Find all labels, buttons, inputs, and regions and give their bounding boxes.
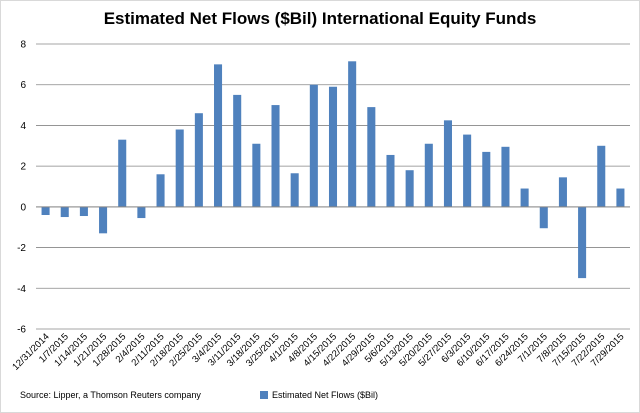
bar bbox=[118, 139, 127, 207]
bar bbox=[328, 86, 338, 207]
bar bbox=[616, 188, 625, 207]
bar bbox=[520, 188, 529, 207]
bar bbox=[463, 134, 472, 207]
y-tick-label: 8 bbox=[20, 40, 26, 51]
x-axis-ticks: 12/31/20141/7/20151/14/20151/21/20151/28… bbox=[10, 331, 626, 372]
y-tick-label: 2 bbox=[20, 162, 26, 173]
chart-title: Estimated Net Flows ($Bil) International… bbox=[104, 9, 537, 28]
y-axis-ticks: -6 -4 -2 0 2 4 6 8 bbox=[17, 40, 26, 336]
bar bbox=[578, 206, 587, 279]
legend: Estimated Net Flows ($Bil) bbox=[260, 390, 378, 400]
y-tick-label: -2 bbox=[17, 243, 26, 254]
bar bbox=[137, 206, 146, 219]
legend-label: Estimated Net Flows ($Bil) bbox=[272, 390, 378, 400]
bar bbox=[558, 177, 567, 207]
bar bbox=[597, 145, 606, 207]
bar bbox=[539, 206, 548, 229]
y-tick-label: 4 bbox=[20, 121, 26, 132]
bar bbox=[290, 173, 299, 207]
bar bbox=[252, 143, 261, 207]
y-tick-label: 6 bbox=[20, 80, 26, 91]
bar bbox=[482, 151, 491, 207]
bar bbox=[367, 107, 376, 207]
bar bbox=[41, 206, 50, 215]
bar bbox=[156, 174, 165, 207]
y-tick-label: -6 bbox=[17, 325, 26, 336]
bar bbox=[233, 94, 242, 207]
bar bbox=[348, 61, 357, 207]
bar bbox=[405, 170, 414, 207]
legend-swatch bbox=[260, 391, 268, 399]
y-tick-label: -4 bbox=[17, 284, 26, 295]
bar bbox=[424, 143, 433, 207]
bar bbox=[175, 129, 184, 207]
bar bbox=[271, 105, 280, 207]
bar bbox=[60, 206, 69, 218]
y-tick-label: 0 bbox=[20, 202, 26, 213]
bar bbox=[386, 154, 395, 207]
bar bbox=[501, 146, 510, 207]
bar bbox=[214, 64, 223, 207]
bar bbox=[309, 84, 318, 207]
bar bbox=[443, 120, 452, 207]
bar bbox=[194, 113, 203, 207]
source-note: Source: Lipper, a Thomson Reuters compan… bbox=[20, 390, 201, 400]
bars-group bbox=[41, 61, 625, 279]
bar bbox=[99, 206, 108, 234]
bar bbox=[79, 206, 88, 217]
